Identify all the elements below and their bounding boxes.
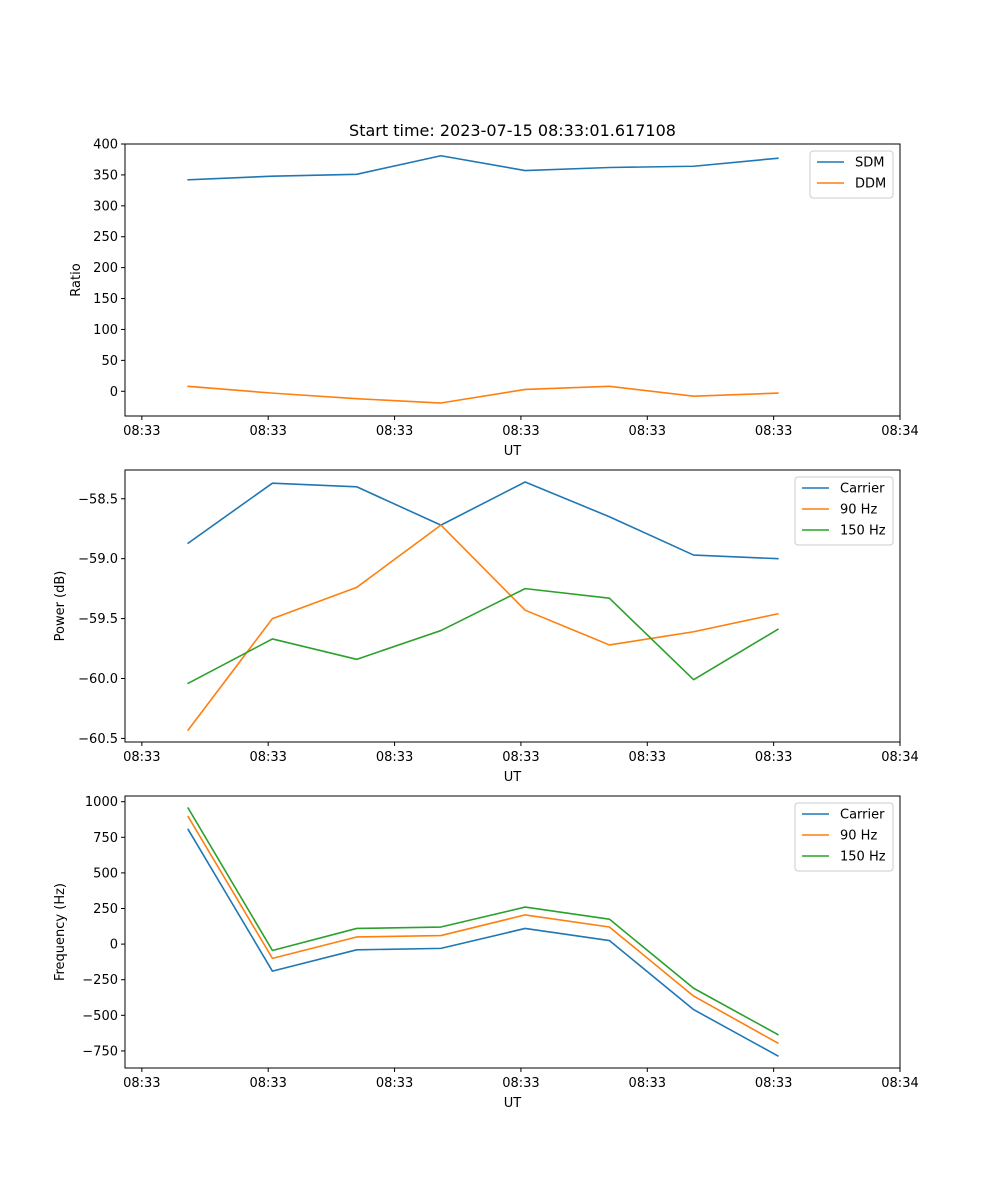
x-tick-label: 08:33 [502,750,539,765]
x-tick-label: 08:33 [249,750,286,765]
x-axis-label: UT [504,444,522,459]
y-tick-label: 500 [93,866,118,881]
y-tick-label: 350 [93,168,118,183]
x-tick-label: 08:33 [755,750,792,765]
y-tick-label: −750 [82,1044,118,1059]
series-line-carrier [187,481,779,560]
series-line-ddm [187,385,779,404]
legend-box [794,476,894,546]
y-axis-label: Ratio [69,263,84,296]
legend-label: SDM [855,156,884,171]
legend-label: 90 Hz [840,829,877,844]
legend-label: 150 Hz [840,850,886,865]
x-tick-label: 08:33 [755,424,792,439]
legend: SDM DDM [809,150,894,199]
x-tick-label: 08:33 [755,1076,792,1091]
x-tick-label: 08:33 [629,750,666,765]
y-axis-label: Frequency (Hz) [53,883,68,981]
y-tick-label: −250 [82,973,118,988]
x-tick-label: 08:33 [249,1076,286,1091]
series-line-150-hz [187,807,779,1036]
y-tick-label: 200 [93,261,118,276]
subplot-3: 08:33 08:33 08:33 08:33 08:33 08:33 08:34 −750 −… [53,795,919,1111]
y-tick-label: 0 [110,385,118,400]
x-tick-label: 08:33 [502,424,539,439]
x-tick-label: 08:33 [376,1076,413,1091]
x-tick-label: 08:33 [123,424,160,439]
y-tick-label: −58.5 [78,492,118,507]
legend: Carrier 90 Hz 150 Hz [794,476,894,546]
axes-frame [124,143,901,417]
x-tick-label: 08:34 [881,424,918,439]
y-tick-label: 1000 [85,795,118,810]
x-tick-label: 08:34 [881,1076,918,1091]
x-axis-label: UT [504,1096,522,1111]
chart-title: Start time: 2023-07-15 08:33:01.617108 [349,121,676,140]
axes-frame [124,795,901,1069]
legend-box [794,802,894,872]
x-tick-label: 08:33 [123,1076,160,1091]
x-tick-label: 08:33 [629,424,666,439]
x-tick-label: 08:34 [881,750,918,765]
y-tick-label: 250 [93,902,118,917]
series-line-150-hz [187,587,779,685]
y-tick-label: 100 [93,323,118,338]
subplot-2: 08:33 08:33 08:33 08:33 08:33 08:33 08:34 −60.5… [53,469,919,785]
y-tick-label: 250 [93,230,118,245]
x-tick-label: 08:33 [123,750,160,765]
legend-label: Carrier [840,482,885,497]
y-tick-label: −60.5 [78,732,118,747]
axes-frame [124,469,901,743]
y-tick-label: 50 [101,354,118,369]
y-axis-label: Power (dB) [53,571,68,642]
x-tick-label: 08:33 [629,1076,666,1091]
y-tick-label: −500 [82,1009,118,1024]
subplot-1: 08:33 08:33 08:33 08:33 08:33 08:33 08:34 0 50 10… [69,121,919,459]
x-axis-label: UT [504,770,522,785]
x-tick-label: 08:33 [376,750,413,765]
y-tick-label: −59.5 [78,612,118,627]
x-tick-label: 08:33 [249,424,286,439]
y-tick-label: −60.0 [78,672,118,687]
x-tick-label: 08:33 [376,424,413,439]
series-line-sdm [187,154,779,181]
y-tick-label: −59.0 [78,552,118,567]
legend-label: 150 Hz [840,524,886,539]
legend-label: Carrier [840,808,885,823]
y-tick-label: 750 [93,831,118,846]
y-tick-label: 400 [93,138,118,153]
x-tick-label: 08:33 [502,1076,539,1091]
series-line-carrier [187,828,779,1057]
legend-label: 90 Hz [840,503,877,518]
y-tick-label: 150 [93,292,118,307]
series-line-90-hz [187,524,779,732]
series-line-90-hz [187,815,779,1045]
y-tick-label: 0 [110,938,118,953]
y-tick-label: 300 [93,199,118,214]
legend: Carrier 90 Hz 150 Hz [794,802,894,872]
legend-label: DDM [855,177,886,192]
